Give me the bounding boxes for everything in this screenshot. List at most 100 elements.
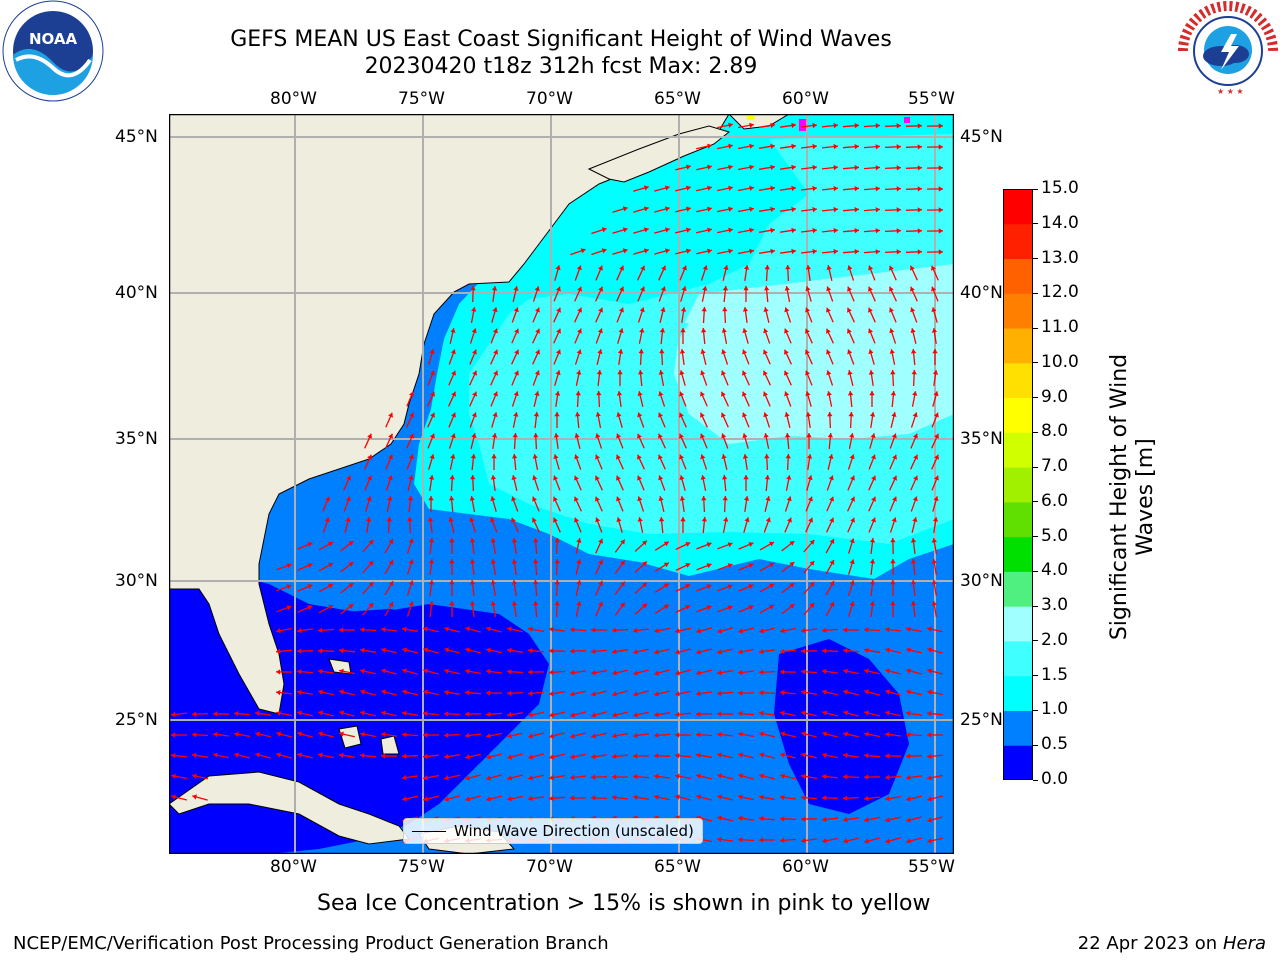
wind-wave-arrow-head: [528, 775, 533, 781]
wind-wave-arrow-head: [616, 475, 621, 481]
wind-wave-arrow-head: [654, 649, 659, 655]
wind-wave-arrow-head: [574, 517, 579, 523]
wind-wave-arrow-head: [528, 733, 533, 739]
wind-wave-arrow-head: [780, 731, 785, 737]
wind-wave-arrow-head: [591, 774, 596, 780]
wind-wave-arrow-head: [850, 475, 855, 481]
wind-wave-arrow-head: [822, 710, 827, 716]
wind-wave-arrow-head: [910, 601, 917, 606]
lat-label-left-45n: 45°N: [115, 127, 158, 147]
colorbar-tick-label: 5.0: [1041, 525, 1069, 546]
wind-wave-arrow-head: [570, 669, 575, 676]
wind-wave-arrow-head: [451, 412, 456, 418]
wind-wave-arrow-head: [620, 581, 625, 587]
nws-logo: ★ ★ ★: [1177, 0, 1279, 102]
wind-wave-arrow-head: [619, 265, 624, 271]
wind-wave-arrow-head: [576, 370, 582, 375]
wind-wave-arrow-head: [763, 328, 769, 334]
wind-wave-arrow-head: [822, 752, 827, 758]
wind-wave-arrow-head: [658, 496, 664, 501]
wind-wave-arrow-head: [553, 496, 558, 502]
wind-wave-arrow-head: [318, 668, 323, 675]
wind-wave-arrow-head: [318, 752, 323, 758]
wind-wave-arrow-head: [875, 207, 880, 213]
lat-label-right-30n: 30°N: [960, 571, 1003, 591]
wind-wave-arrow-head: [444, 732, 449, 738]
wind-wave-arrow-head: [927, 689, 932, 695]
wind-wave-arrow-head: [234, 711, 239, 717]
wind-wave-arrow-head: [512, 433, 518, 438]
wind-wave-arrow-head: [721, 433, 727, 439]
wind-wave-arrow-head: [833, 248, 838, 255]
wind-wave-arrow-head: [554, 580, 560, 585]
wind-wave-arrow-head: [913, 433, 918, 439]
wind-wave-arrow-head: [833, 185, 838, 192]
wind-wave-arrow-head: [535, 349, 540, 355]
wind-wave-arrow-head: [598, 286, 603, 292]
wind-wave-arrow-head: [828, 454, 834, 459]
wind-wave-arrow-head: [681, 286, 687, 292]
wind-wave-arrow-head: [360, 647, 365, 653]
wind-wave-arrow-head: [864, 627, 869, 633]
colorbar-tick-label: 1.0: [1041, 699, 1069, 720]
wind-wave-arrow-head: [675, 752, 680, 759]
wind-wave-arrow-head: [696, 628, 701, 634]
wind-wave-arrow-head: [549, 691, 554, 697]
wind-wave-arrow-head: [829, 496, 834, 502]
wind-wave-arrow-head: [728, 122, 733, 128]
wind-wave-arrow-head: [707, 206, 712, 212]
wind-wave-arrow-head: [848, 412, 854, 417]
wind-wave-arrow-head: [575, 391, 581, 396]
wind-wave-arrow-head: [616, 454, 621, 460]
wind-wave-arrow-head: [297, 731, 302, 737]
wind-wave-arrow-head: [368, 603, 374, 608]
wind-wave-arrow-head: [286, 563, 292, 569]
wind-wave-arrow-head: [784, 412, 790, 417]
wind-wave-arrow-head: [574, 433, 580, 438]
wind-wave-arrow-head: [707, 227, 712, 233]
wind-wave-arrow-head: [789, 604, 795, 609]
wind-wave-arrow-head: [598, 559, 603, 565]
wind-wave-arrow-head: [577, 307, 582, 313]
wind-wave-arrow-head: [864, 838, 869, 844]
wind-wave-arrow-head: [622, 227, 628, 233]
wind-wave-arrow-head: [759, 628, 764, 634]
wind-wave-arrow-head: [596, 370, 603, 375]
wind-wave-arrow-head: [192, 794, 197, 800]
wind-wave-arrow-head: [549, 712, 554, 718]
wind-wave-arrow-head: [428, 475, 435, 480]
wind-wave-arrow-head: [612, 691, 617, 697]
wind-wave-arrow-head: [574, 496, 579, 502]
wind-wave-arrow-head: [700, 454, 706, 460]
wind-wave-arrow-head: [864, 795, 869, 802]
wind-wave-arrow-head: [554, 601, 560, 606]
wind-wave-arrow-head: [906, 626, 911, 632]
wind-wave-arrow-head: [742, 391, 747, 397]
lon-label-top-70w: 70°W: [526, 89, 573, 109]
wind-wave-arrow-head: [297, 689, 302, 695]
wind-wave-arrow-head: [801, 752, 806, 758]
wind-wave-arrow-head: [328, 604, 333, 610]
wind-wave-arrow-head: [917, 144, 922, 150]
colorbar-tick-label: 14.0: [1041, 212, 1079, 233]
wind-wave-arrow-head: [850, 496, 855, 502]
wind-wave-arrow-head: [276, 628, 281, 634]
wind-wave-arrow-head: [598, 307, 603, 313]
wind-wave-arrow-head: [854, 186, 859, 192]
wind-wave-arrow-head: [360, 731, 365, 737]
wind-wave-arrow-head: [722, 286, 729, 291]
wind-wave-arrow-head: [906, 668, 911, 674]
colorbar-segment: [1003, 467, 1033, 503]
wind-wave-arrow-head: [910, 307, 916, 313]
wind-wave-arrow-head: [286, 584, 292, 590]
wind-wave-arrow-head: [759, 752, 764, 758]
wind-wave-arrow-head: [465, 796, 470, 802]
wind-wave-arrow-head: [675, 773, 680, 779]
footer-date: 22 Apr 2023 on Hera: [1078, 933, 1266, 954]
wind-wave-arrow-head: [654, 712, 659, 718]
wind-wave-arrow-head: [780, 794, 785, 801]
lat-label-right-35n: 35°N: [960, 429, 1003, 449]
wind-wave-arrow-head: [728, 185, 733, 191]
wind-wave-arrow-head: [339, 752, 344, 759]
wind-wave-arrow-head: [449, 475, 455, 480]
